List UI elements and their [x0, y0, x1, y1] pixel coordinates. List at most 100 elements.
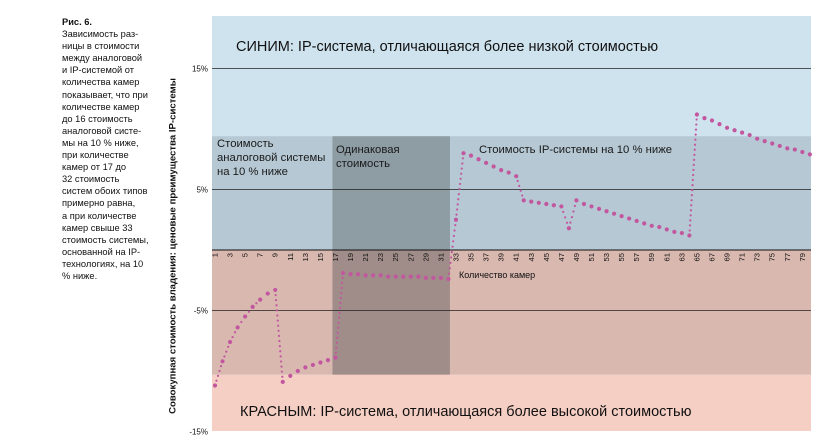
connector-dot	[340, 286, 343, 290]
connector-dot	[694, 133, 697, 136]
connector-dot	[336, 331, 339, 334]
equal-zone-upper	[332, 136, 450, 250]
connector-dot	[279, 360, 283, 363]
connector-dot	[570, 215, 574, 219]
data-point	[416, 274, 421, 279]
data-point	[280, 379, 285, 384]
x-tick-label: 59	[647, 253, 656, 261]
data-point	[634, 218, 639, 224]
caption-line: камер от 17 до	[62, 162, 127, 173]
data-point	[755, 136, 760, 141]
data-point	[303, 365, 308, 370]
connector-dot	[692, 173, 695, 177]
data-point	[250, 304, 255, 309]
data-point	[611, 211, 617, 216]
connector-dot	[277, 324, 280, 327]
caption-line: систем обоих типов	[62, 186, 148, 197]
connector-dot	[335, 341, 338, 344]
data-point	[212, 383, 218, 388]
connector-dot	[695, 118, 698, 121]
connector-dot	[460, 172, 463, 175]
connector-dot	[337, 321, 340, 324]
data-point	[589, 204, 594, 209]
connector-dot	[278, 345, 281, 348]
connector-dot	[691, 178, 694, 182]
data-point	[694, 112, 700, 117]
connector-dot	[694, 128, 698, 131]
x-tick-label: 43	[527, 253, 536, 261]
data-point	[401, 274, 406, 279]
x-tick-label: 39	[497, 253, 506, 261]
label-line: Стоимость	[217, 138, 274, 150]
data-point	[529, 199, 534, 204]
y-tick-label: 15%	[192, 65, 208, 74]
data-point	[438, 275, 443, 280]
connector-dot	[341, 281, 344, 285]
data-point	[574, 198, 579, 203]
data-point	[476, 157, 481, 162]
data-point	[295, 368, 300, 374]
caption-line: до 16 стоимость	[62, 113, 133, 124]
data-point	[258, 297, 263, 302]
x-tick-label: 75	[768, 253, 777, 261]
data-point	[536, 200, 541, 205]
x-tick-label: 1	[211, 253, 220, 257]
connector-dot	[689, 209, 693, 212]
data-point	[604, 209, 609, 214]
connector-dot	[691, 183, 694, 187]
connector-dot	[247, 310, 250, 313]
band-upper	[212, 136, 811, 250]
bottom-zone-label: КРАСНЫМ: IP-система, отличающаяся более …	[240, 404, 692, 420]
connector-dot	[337, 326, 340, 329]
data-point	[800, 149, 805, 155]
data-point	[687, 233, 692, 238]
connector-dot	[216, 374, 220, 377]
data-point	[627, 216, 632, 221]
connector-dot	[341, 276, 344, 280]
connector-dot	[218, 369, 221, 373]
data-point	[227, 339, 233, 345]
connector-dot	[569, 221, 572, 224]
x-tick-label: 15	[316, 253, 325, 261]
caption-line: количества камер	[62, 77, 140, 88]
red-zone	[212, 374, 811, 431]
x-tick-label: 47	[557, 253, 566, 261]
connector-dot	[255, 302, 258, 305]
data-point	[265, 291, 270, 296]
connector-dot	[693, 148, 696, 151]
axes: 1 3 5 7 9 11 13 15 17 19 21 23 25 27 29 31 33 35 37 39 41 43 4…	[211, 253, 807, 280]
data-point	[581, 201, 587, 207]
data-point	[566, 226, 572, 231]
label-line: Одинаковая	[336, 144, 400, 156]
data-point	[371, 273, 376, 278]
connector-dot	[215, 379, 218, 382]
gridlines: 15% 5% -5% -15%	[189, 65, 811, 437]
data-point	[423, 275, 428, 280]
chart-background	[212, 16, 811, 431]
connector-dot	[240, 320, 243, 324]
y-tick-label: -15%	[189, 428, 208, 437]
x-tick-label: 55	[617, 253, 626, 261]
connector-dot	[338, 306, 342, 309]
caption-line: показывает, что при	[62, 89, 148, 100]
connector-dot	[223, 355, 226, 358]
x-tick-label: 23	[376, 253, 385, 261]
caption-line: между аналоговой	[62, 53, 143, 64]
connector-dot	[219, 365, 223, 368]
ip-cheaper-label: Стоимость IP-системы на 10 % ниже	[479, 144, 672, 156]
data-point	[732, 128, 737, 133]
caption-line: аналоговой систе-	[62, 125, 142, 136]
x-tick-label: 45	[542, 253, 551, 261]
data-point	[747, 132, 752, 138]
connector-dot	[448, 272, 451, 275]
connector-dot	[335, 346, 338, 349]
equal-cost-label: Одинаковая стоимость	[336, 144, 400, 170]
data-point	[807, 152, 812, 157]
data-point	[679, 230, 684, 236]
data-point	[378, 273, 383, 278]
connector-dot	[518, 184, 521, 187]
caption-line: при количестве	[62, 150, 129, 161]
connector-dot	[338, 311, 341, 314]
connector-dot	[458, 182, 462, 186]
